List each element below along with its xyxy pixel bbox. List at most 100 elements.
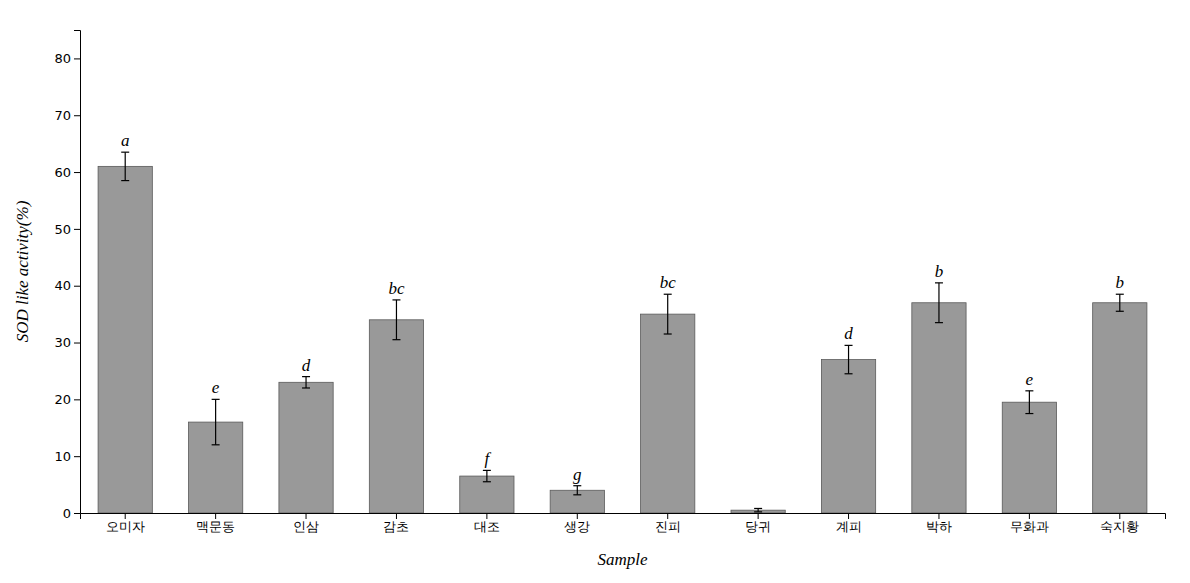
letter-annotation: d xyxy=(302,356,311,375)
x-tick-label: 감초 xyxy=(383,519,409,534)
x-tick-mark xyxy=(667,513,668,519)
error-bar-stem xyxy=(125,152,126,180)
x-tick-label: 무화과 xyxy=(1010,519,1049,534)
y-tick-mark xyxy=(74,115,80,116)
letters: aedbcfgbcdbeb xyxy=(121,131,1124,484)
x-tick-label: 오미자 xyxy=(106,519,145,534)
y-tick: 60 xyxy=(54,165,80,180)
bar xyxy=(279,382,333,513)
x-tick-mark xyxy=(306,513,307,519)
y-axis-title: SOD like activity(%) xyxy=(13,200,32,342)
letter-annotation: e xyxy=(212,378,220,397)
y-tick: 50 xyxy=(54,222,80,237)
bar xyxy=(641,314,695,513)
letter-annotation: g xyxy=(573,465,582,484)
error-bar xyxy=(754,508,762,511)
y-tick-mark xyxy=(74,456,80,457)
x-tick-mark xyxy=(486,513,487,519)
error-bar-stem xyxy=(215,399,216,444)
error-bar-cap xyxy=(664,294,672,295)
x-tick-label: 맥문동 xyxy=(196,519,235,534)
error-bar-cap xyxy=(483,481,491,482)
y-tick-label: 60 xyxy=(54,165,71,180)
x-tick: 숙지황 xyxy=(1100,513,1139,534)
y-tick-mark xyxy=(74,229,80,230)
bar xyxy=(369,320,423,513)
letter-annotation: d xyxy=(844,324,853,343)
error-bar-cap xyxy=(302,387,310,388)
x-tick: 감초 xyxy=(383,513,409,534)
y-tick-label: 10 xyxy=(54,449,71,464)
error-bar-stem xyxy=(1029,391,1030,414)
error-bar-cap xyxy=(845,345,853,346)
x-tick-label: 숙지황 xyxy=(1100,519,1139,534)
x-axis-title: Sample xyxy=(597,550,648,569)
x-tick: 생강 xyxy=(564,513,590,534)
y-tick-mark xyxy=(74,513,80,514)
y-tick: 40 xyxy=(54,278,80,293)
x-tick: 인삼 xyxy=(293,513,319,534)
error-bar-cap xyxy=(1025,390,1033,391)
error-bar-stem xyxy=(848,345,849,373)
x-tick-mark xyxy=(848,513,849,519)
x-tick: 진피 xyxy=(655,513,681,534)
x-tick-label: 생강 xyxy=(564,519,590,534)
x-axis: 오미자 맥문동 인삼 감초 대조 생강 진피 당귀 계피 박하 무화과 숙지황 xyxy=(81,513,1166,534)
x-tick: 당귀 xyxy=(745,513,771,534)
y-tick: 30 xyxy=(54,335,80,350)
letter-annotation: e xyxy=(1026,370,1034,389)
error-bar xyxy=(392,300,400,340)
error-bar xyxy=(573,486,581,495)
x-tick-mark xyxy=(577,513,578,519)
y-tick-label: 0 xyxy=(63,506,71,521)
error-bar-cap xyxy=(845,373,853,374)
error-bar xyxy=(1116,294,1124,311)
error-bar-stem xyxy=(667,294,668,334)
error-bar-cap xyxy=(664,333,672,334)
letter-annotation: f xyxy=(485,449,492,468)
x-tick-label: 인삼 xyxy=(293,519,319,534)
error-bar-cap xyxy=(1116,294,1124,295)
x-tick-mark xyxy=(215,513,216,519)
bar xyxy=(460,476,514,513)
error-bar-cap xyxy=(573,494,581,495)
error-bar xyxy=(1025,391,1033,414)
error-bar-cap xyxy=(935,322,943,323)
bar xyxy=(98,166,152,513)
y-tick-label: 70 xyxy=(54,108,71,123)
letter-annotation: a xyxy=(121,131,130,150)
error-bar-cap xyxy=(483,470,491,471)
y-tick: 70 xyxy=(54,108,80,123)
y-tick-mark xyxy=(74,399,80,400)
error-bar-cap xyxy=(754,511,762,512)
x-tick: 박하 xyxy=(926,513,952,534)
x-tick-mark xyxy=(125,513,126,519)
error-bar xyxy=(121,152,129,180)
y-tick-mark xyxy=(74,58,80,59)
letter-annotation: bc xyxy=(660,273,677,292)
x-tick-mark xyxy=(938,513,939,519)
error-bar xyxy=(212,399,220,444)
error-bar xyxy=(845,345,853,373)
x-tick-label: 박하 xyxy=(926,519,952,534)
x-tick: 계피 xyxy=(836,513,862,534)
error-bar-cap xyxy=(392,299,400,300)
x-tick: 대조 xyxy=(474,513,500,534)
y-tick: 0 xyxy=(63,506,80,521)
error-bar-cap xyxy=(121,152,129,153)
x-tick-label: 계피 xyxy=(836,519,862,534)
letter-annotation: b xyxy=(1116,273,1125,292)
error-bar xyxy=(664,294,672,334)
y-tick: 80 xyxy=(54,51,80,66)
bar xyxy=(821,360,875,513)
error-bar xyxy=(483,470,491,481)
error-bar-cap xyxy=(212,444,220,445)
x-tick: 무화과 xyxy=(1010,513,1049,534)
letter-annotation: bc xyxy=(388,279,405,298)
y-axis-line xyxy=(74,31,81,514)
error-bar-cap xyxy=(121,180,129,181)
error-bar-stem xyxy=(396,300,397,340)
x-tick-label: 대조 xyxy=(474,519,500,534)
x-tick: 맥문동 xyxy=(196,513,235,534)
error-bar xyxy=(302,377,310,388)
